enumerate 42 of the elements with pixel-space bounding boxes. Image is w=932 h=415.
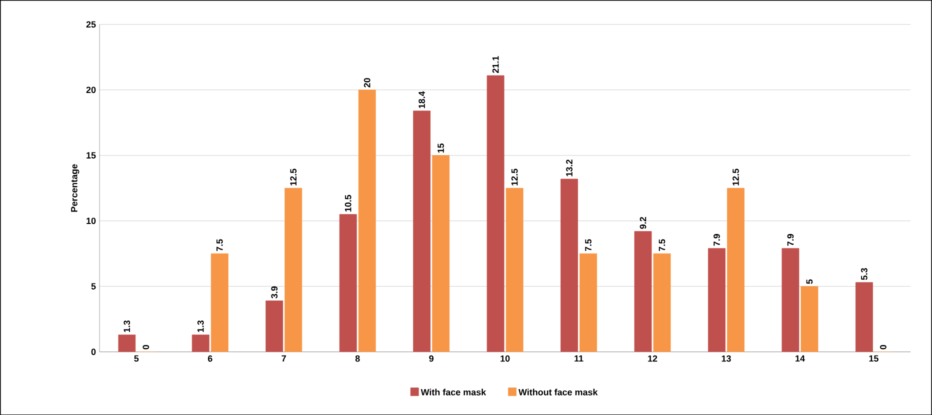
data-label: 7.9	[714, 234, 720, 246]
data-label: 9.2	[640, 216, 646, 229]
y-tick-label: 25	[86, 21, 96, 28]
data-label: 5	[806, 279, 813, 284]
data-label: 7.9	[787, 234, 794, 246]
x-tick-label: 14	[796, 355, 805, 362]
data-label: 1.3	[197, 320, 204, 332]
y-tick-label: 0	[91, 348, 96, 355]
legend-label: Without face mask	[518, 388, 598, 396]
data-label: 21.1	[492, 56, 499, 73]
data-label: 5.3	[861, 268, 868, 280]
data-label: 15	[438, 143, 444, 152]
legend-label: With face mask	[420, 388, 486, 396]
x-tick-label: 12	[648, 355, 658, 362]
x-tick-label: 15	[869, 355, 878, 362]
y-tick-label: 20	[86, 86, 96, 93]
y-axis-title: Percentage	[71, 164, 80, 212]
x-tick-label: 10	[500, 355, 510, 362]
data-label: 18.4	[418, 91, 425, 108]
data-label: 12.5	[511, 168, 518, 186]
y-tick-label: 10	[86, 218, 96, 224]
data-label: 12.5	[732, 168, 739, 186]
data-label: 7.5	[658, 239, 666, 251]
x-tick-label: 9	[429, 355, 434, 362]
data-label: 12.5	[290, 168, 297, 186]
data-label: 7.5	[585, 239, 592, 251]
data-label: 7.5	[216, 239, 223, 251]
data-label: 3.9	[271, 286, 278, 298]
data-label: 0	[880, 344, 886, 350]
x-tick-label: 5	[134, 355, 139, 362]
y-tick-label: 15	[86, 152, 96, 158]
x-tick-label: 8	[355, 355, 360, 362]
data-label: 20	[364, 78, 370, 88]
x-tick-label: 11	[574, 355, 584, 362]
x-tick-label: 7	[282, 355, 286, 362]
x-tick-label: 13	[722, 355, 731, 362]
x-tick-label: 6	[208, 355, 212, 362]
data-label: 1.3	[124, 320, 130, 332]
data-label: 10.5	[344, 194, 352, 212]
data-label: 0	[142, 344, 150, 350]
data-label: 13.2	[566, 160, 572, 176]
y-tick-label: 5	[91, 283, 96, 290]
